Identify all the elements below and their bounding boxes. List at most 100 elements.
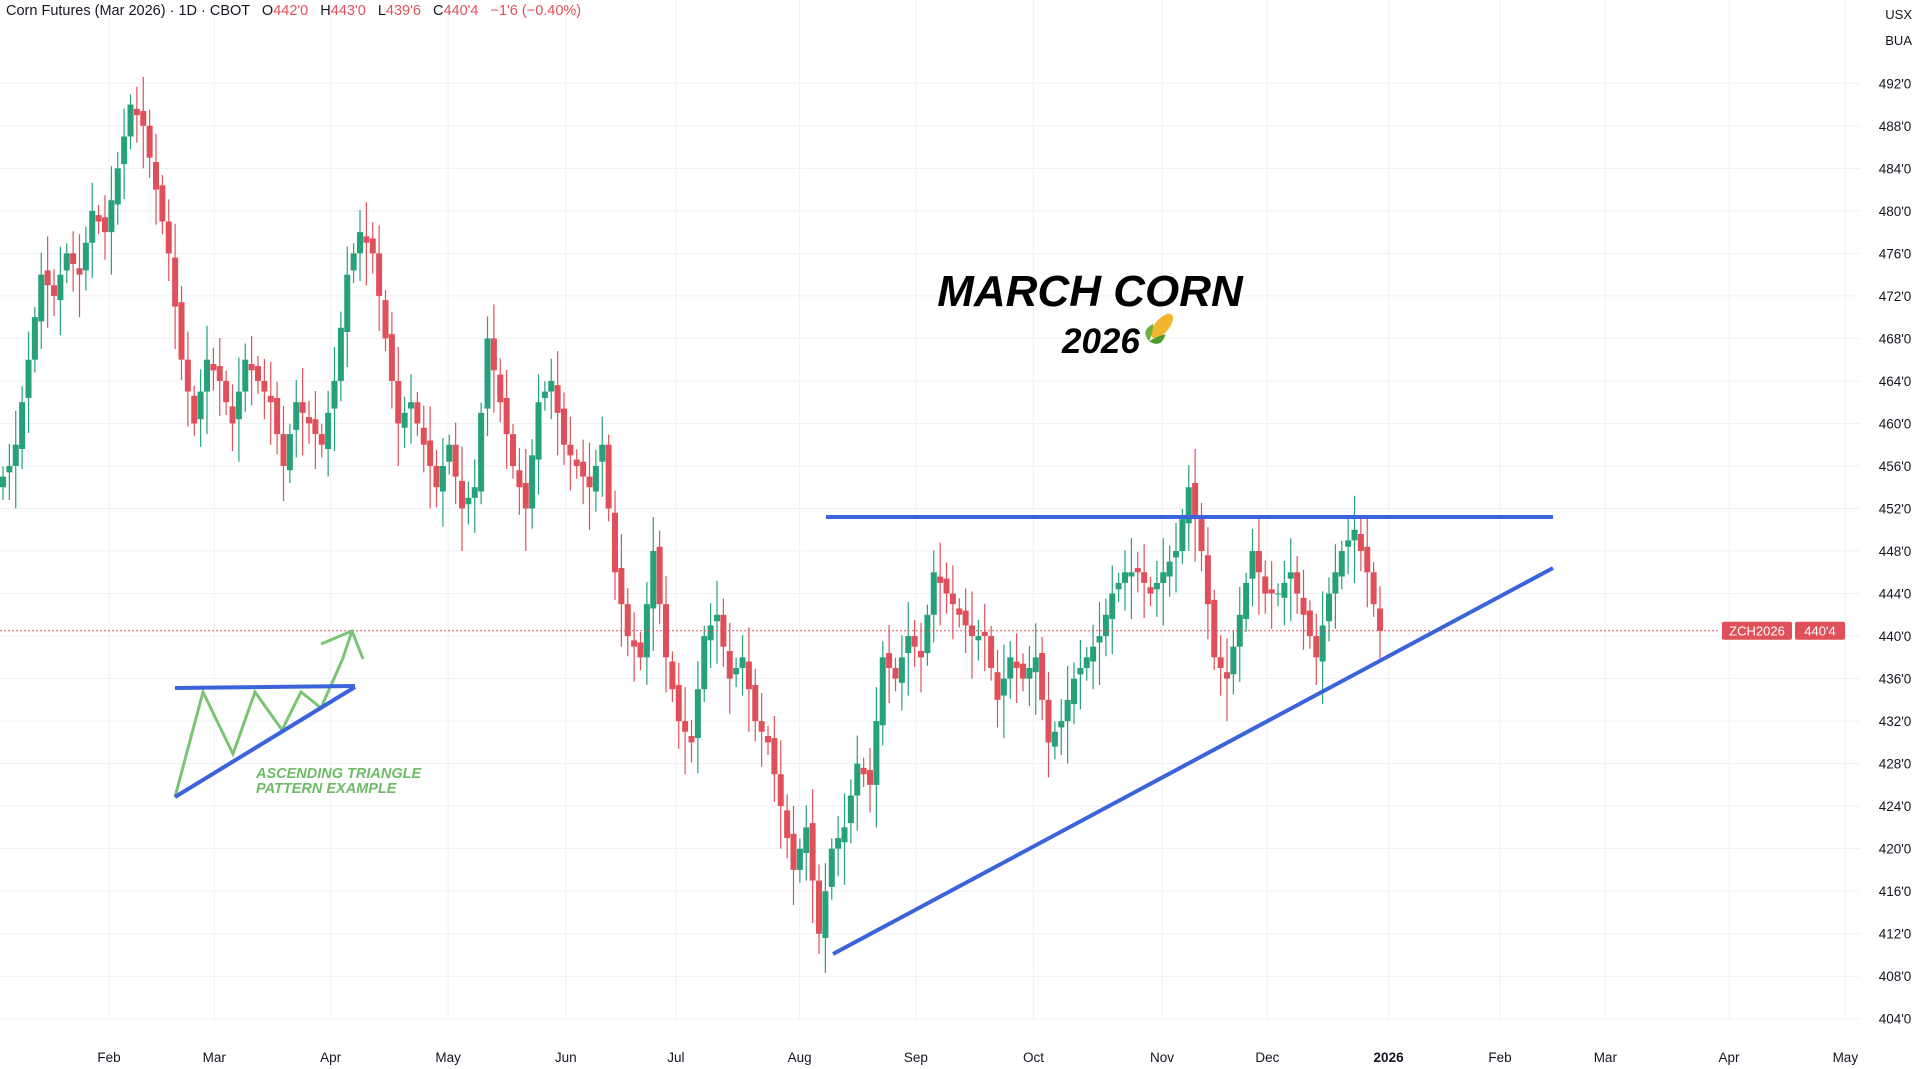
ascending-trendline[interactable] bbox=[832, 566, 1554, 956]
candle-body bbox=[1192, 482, 1199, 520]
unit-selector[interactable]: USX BUA bbox=[1885, 2, 1912, 54]
candle-body bbox=[1249, 551, 1256, 579]
candle-body bbox=[1115, 582, 1122, 590]
candle-body bbox=[6, 465, 13, 473]
candle-body bbox=[274, 397, 281, 435]
candle-body bbox=[567, 444, 574, 456]
candle-body bbox=[643, 604, 650, 658]
candle-body bbox=[1007, 657, 1014, 679]
y-tick-label: 440'0 bbox=[1879, 629, 1912, 644]
candle-body bbox=[337, 327, 344, 381]
x-tick-label: Apr bbox=[320, 1050, 342, 1065]
candle-body bbox=[127, 104, 134, 137]
time-axis[interactable]: Feb Mar Apr May Jun Jul Aug Sep Oct Nov Dec 2026 Feb… bbox=[97, 1050, 1858, 1065]
candle-body bbox=[395, 380, 402, 424]
x-tick-label: Feb bbox=[97, 1050, 120, 1065]
candle-body bbox=[114, 168, 121, 205]
candle-body bbox=[962, 610, 969, 626]
x-tick-label: Jul bbox=[667, 1050, 684, 1065]
candle-body bbox=[822, 891, 829, 938]
candle-body bbox=[1377, 608, 1384, 631]
candle-body bbox=[752, 684, 759, 722]
y-tick-label: 488'0 bbox=[1879, 119, 1912, 134]
x-tick-label: Dec bbox=[1255, 1050, 1279, 1065]
candle-body bbox=[758, 721, 765, 732]
candle-body bbox=[1268, 589, 1275, 594]
candle-body bbox=[70, 253, 77, 265]
candle-body bbox=[312, 419, 319, 435]
y-tick-label: 416'0 bbox=[1879, 884, 1912, 899]
y-tick-label: 448'0 bbox=[1879, 544, 1912, 559]
candle-body bbox=[580, 461, 587, 477]
candle-body bbox=[949, 593, 956, 605]
candle-body bbox=[879, 657, 886, 726]
candle-body bbox=[1185, 487, 1192, 524]
close-label: C bbox=[432, 3, 444, 19]
candle-body bbox=[1141, 572, 1148, 583]
candle-body bbox=[860, 767, 867, 775]
current-price-label: ZCH2026 440'4 bbox=[1722, 621, 1845, 640]
candle-body bbox=[1281, 582, 1288, 598]
y-tick-label: 444'0 bbox=[1879, 587, 1912, 602]
open-value: 442'0 bbox=[273, 3, 309, 19]
candle-body bbox=[994, 672, 1001, 700]
candle-body bbox=[133, 108, 140, 116]
candle-body bbox=[720, 614, 727, 647]
candle-body bbox=[197, 391, 204, 420]
candle-body bbox=[1211, 599, 1218, 658]
candle-body bbox=[510, 434, 517, 466]
candles bbox=[0, 76, 1384, 974]
candle-body bbox=[561, 408, 568, 445]
candle-body bbox=[350, 253, 357, 271]
candle-body bbox=[516, 470, 523, 488]
candle-body bbox=[688, 735, 695, 743]
candle-body bbox=[267, 395, 274, 403]
candle-body bbox=[1217, 657, 1224, 668]
candle-body bbox=[675, 684, 682, 722]
candle-body bbox=[439, 465, 446, 492]
candle-body bbox=[363, 236, 370, 243]
y-tick-label: 432'0 bbox=[1879, 714, 1912, 729]
candle-body bbox=[286, 434, 293, 471]
pattern-note-line1: ASCENDING TRIANGLE bbox=[255, 766, 422, 782]
candle-body bbox=[376, 253, 383, 296]
candle-body bbox=[739, 657, 746, 668]
candle-body bbox=[1064, 699, 1071, 722]
candle-body bbox=[612, 512, 619, 573]
x-tick-label: Oct bbox=[1023, 1050, 1044, 1065]
candle-body bbox=[1262, 576, 1269, 594]
open-label: O bbox=[261, 3, 274, 19]
candle-body bbox=[1351, 529, 1358, 541]
unit-label: BUA bbox=[1885, 33, 1912, 48]
candle-body bbox=[714, 614, 721, 622]
candle-body bbox=[1013, 661, 1020, 668]
y-tick-label: 424'0 bbox=[1879, 799, 1912, 814]
candle-body bbox=[1122, 572, 1129, 583]
candle-body bbox=[1313, 636, 1320, 658]
candle-body bbox=[293, 402, 300, 430]
close-value: 440'4 bbox=[443, 3, 479, 19]
candle-body bbox=[1275, 593, 1282, 595]
candle-body bbox=[631, 640, 638, 647]
candle-body bbox=[682, 721, 689, 732]
candle-body bbox=[541, 391, 548, 398]
candle-body bbox=[1083, 657, 1090, 668]
candle-body bbox=[618, 568, 625, 605]
candle-body bbox=[216, 366, 223, 381]
candle-body bbox=[956, 608, 963, 615]
candle-body bbox=[452, 444, 459, 477]
candle-body bbox=[981, 631, 988, 637]
candle-body bbox=[1045, 699, 1052, 743]
price-axis[interactable]: 492'0 488'0 484'0 480'0 476'0 472'0 468'0 464'0… bbox=[1879, 76, 1912, 1026]
candle-body bbox=[592, 465, 599, 492]
candle-body bbox=[318, 434, 325, 445]
y-tick-label: 452'0 bbox=[1879, 502, 1912, 517]
candle-body bbox=[1204, 555, 1211, 605]
candle-body bbox=[95, 215, 102, 222]
candle-body bbox=[599, 444, 606, 462]
candle-body bbox=[1160, 572, 1167, 583]
candle-body bbox=[165, 221, 172, 254]
candle-body bbox=[535, 402, 542, 460]
candle-body bbox=[1128, 572, 1135, 577]
